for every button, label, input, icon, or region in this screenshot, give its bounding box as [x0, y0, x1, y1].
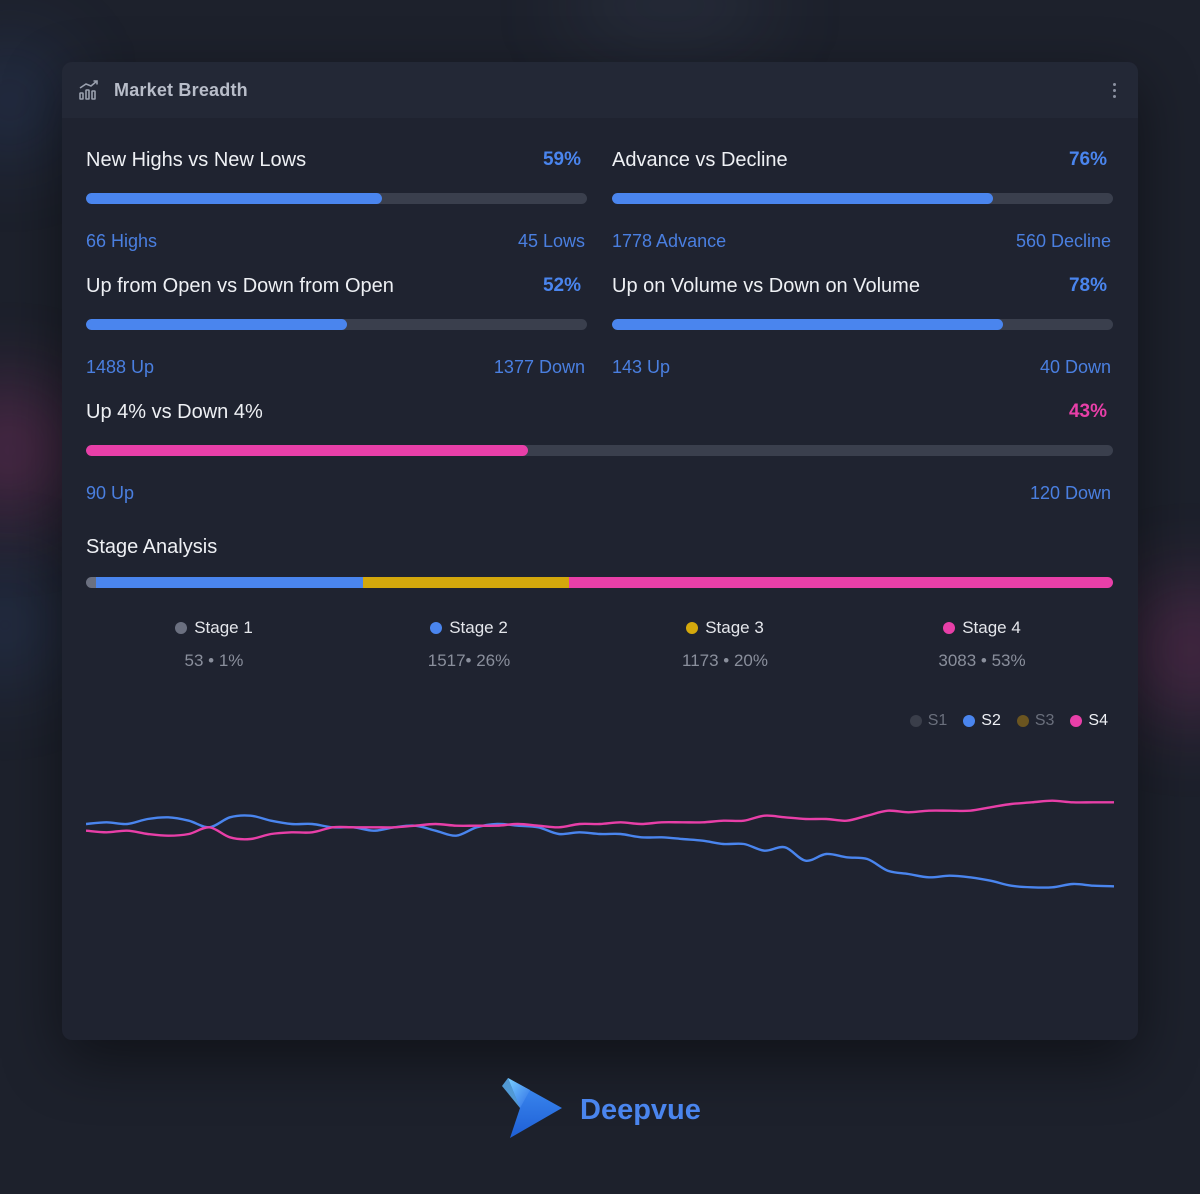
metric-percent: 76%: [1068, 149, 1107, 170]
stage-value: 3083 • 53%: [938, 651, 1026, 670]
stage-trend-chart: [86, 799, 1114, 889]
metric-progress-track: [86, 319, 587, 330]
metric-progress-fill: [86, 319, 347, 330]
stage-value: 1517• 26%: [427, 651, 511, 670]
metric-left-count: 90 Up: [86, 483, 135, 503]
legend-label: S2: [981, 712, 1001, 729]
metric-progress-track: [612, 193, 1113, 204]
legend-dot: [963, 715, 976, 727]
metric-left-count: 1778 Advance: [612, 231, 727, 251]
metric-right-count: 1377 Down: [493, 357, 585, 377]
stage-value: 53 • 1%: [184, 651, 244, 670]
breadth-metric: Up on Volume vs Down on Volume 78% 143 Up 4…: [612, 275, 1113, 385]
breadth-metric: New Highs vs New Lows 59% 66 Highs 45 Lows: [86, 149, 587, 259]
metric-left-count: 66 Highs: [86, 231, 158, 251]
metric-progress-fill: [86, 193, 382, 204]
metric-progress-fill: [86, 445, 528, 456]
panel-header: Market Breadth: [62, 62, 1138, 118]
stage-legend-item: Stage 1 53 • 1%: [114, 618, 314, 671]
metric-percent: 59%: [542, 149, 581, 170]
metric-percent: 52%: [542, 275, 581, 296]
legend-label: S3: [1034, 712, 1055, 729]
breadth-metric: Advance vs Decline 76% 1778 Advance 560 Dec…: [612, 149, 1113, 259]
stage-name: Stage 1: [194, 618, 253, 637]
metric-label: Up from Open vs Down from Open: [86, 275, 394, 297]
metric-left-count: 1488 Up: [86, 357, 155, 377]
background-glow: [0, 560, 70, 690]
stage-color-dot: [430, 622, 443, 634]
metric-label: Up 4% vs Down 4%: [86, 401, 263, 423]
chart-legend-toggle-s3[interactable]: S3: [1016, 712, 1055, 730]
stage-name: Stage 4: [962, 618, 1021, 637]
legend-dot: [1016, 715, 1029, 727]
background-glow: [560, 0, 780, 50]
chart-legend-toggle-s4[interactable]: S4: [1070, 712, 1108, 730]
stage-distribution-bar: [86, 577, 1113, 588]
legend-label: S4: [1088, 712, 1108, 729]
metric-right-count: 45 Lows: [517, 231, 585, 251]
stage-color-dot: [686, 622, 699, 634]
stage-value: 1173 • 20%: [682, 651, 768, 670]
stage-segment: [363, 577, 569, 588]
chart-legend-toggle-s2[interactable]: S2: [963, 712, 1001, 730]
legend-dot: [909, 715, 922, 727]
metric-progress-track: [86, 193, 587, 204]
metric-percent: 43%: [1068, 401, 1107, 422]
legend-label: S1: [927, 712, 948, 729]
market-breadth-panel: Market Breadth New Highs vs New Lows 59% 6…: [62, 62, 1138, 1040]
breadth-metric: Up from Open vs Down from Open 52% 1488 Up…: [86, 275, 587, 385]
stage-name: Stage 2: [449, 618, 508, 637]
metric-progress-track: [86, 445, 1113, 456]
metric-right-count: 40 Down: [1039, 357, 1111, 377]
brand-logo: Deepvue: [500, 1076, 701, 1145]
stage-segment: [86, 577, 97, 588]
metric-percent: 78%: [1068, 275, 1107, 296]
deepvue-logo-icon: [500, 1076, 566, 1145]
stage-analysis-title: Stage Analysis: [86, 536, 218, 558]
background-glow: [0, 40, 70, 160]
kebab-menu-icon[interactable]: [1109, 77, 1120, 104]
stage-segment: [568, 577, 1113, 588]
stage-segment: [96, 577, 364, 588]
metric-progress-fill: [612, 193, 993, 204]
stage-color-dot: [175, 622, 188, 634]
breadth-metric: Up 4% vs Down 4% 43% 90 Up 120 Down: [86, 401, 1113, 511]
metric-label: Advance vs Decline: [612, 149, 788, 171]
metric-left-count: 143 Up: [612, 357, 671, 377]
metric-progress-fill: [612, 319, 1003, 330]
metric-right-count: 560 Decline: [1015, 231, 1111, 251]
bar-chart-trend-icon: [78, 79, 100, 101]
stage-name: Stage 3: [705, 618, 764, 637]
stage-legend-item: Stage 4 3083 • 53%: [882, 618, 1082, 671]
stage-legend-item: Stage 2 1517• 26%: [369, 618, 569, 671]
metric-progress-track: [612, 319, 1113, 330]
metric-label: New Highs vs New Lows: [86, 149, 307, 171]
legend-dot: [1070, 715, 1083, 727]
series-line-s2: [86, 814, 1114, 889]
metric-right-count: 120 Down: [1029, 483, 1111, 503]
series-line-s4: [86, 799, 1114, 841]
metric-label: Up on Volume vs Down on Volume: [612, 275, 920, 297]
panel-title: Market Breadth: [114, 79, 248, 100]
chart-legend: S1 S2 S3 S4: [909, 712, 1108, 730]
brand-name: Deepvue: [580, 1094, 701, 1126]
stage-legend-item: Stage 3 1173 • 20%: [625, 618, 825, 671]
chart-legend-toggle-s1[interactable]: S1: [909, 712, 948, 730]
stage-color-dot: [943, 622, 956, 634]
